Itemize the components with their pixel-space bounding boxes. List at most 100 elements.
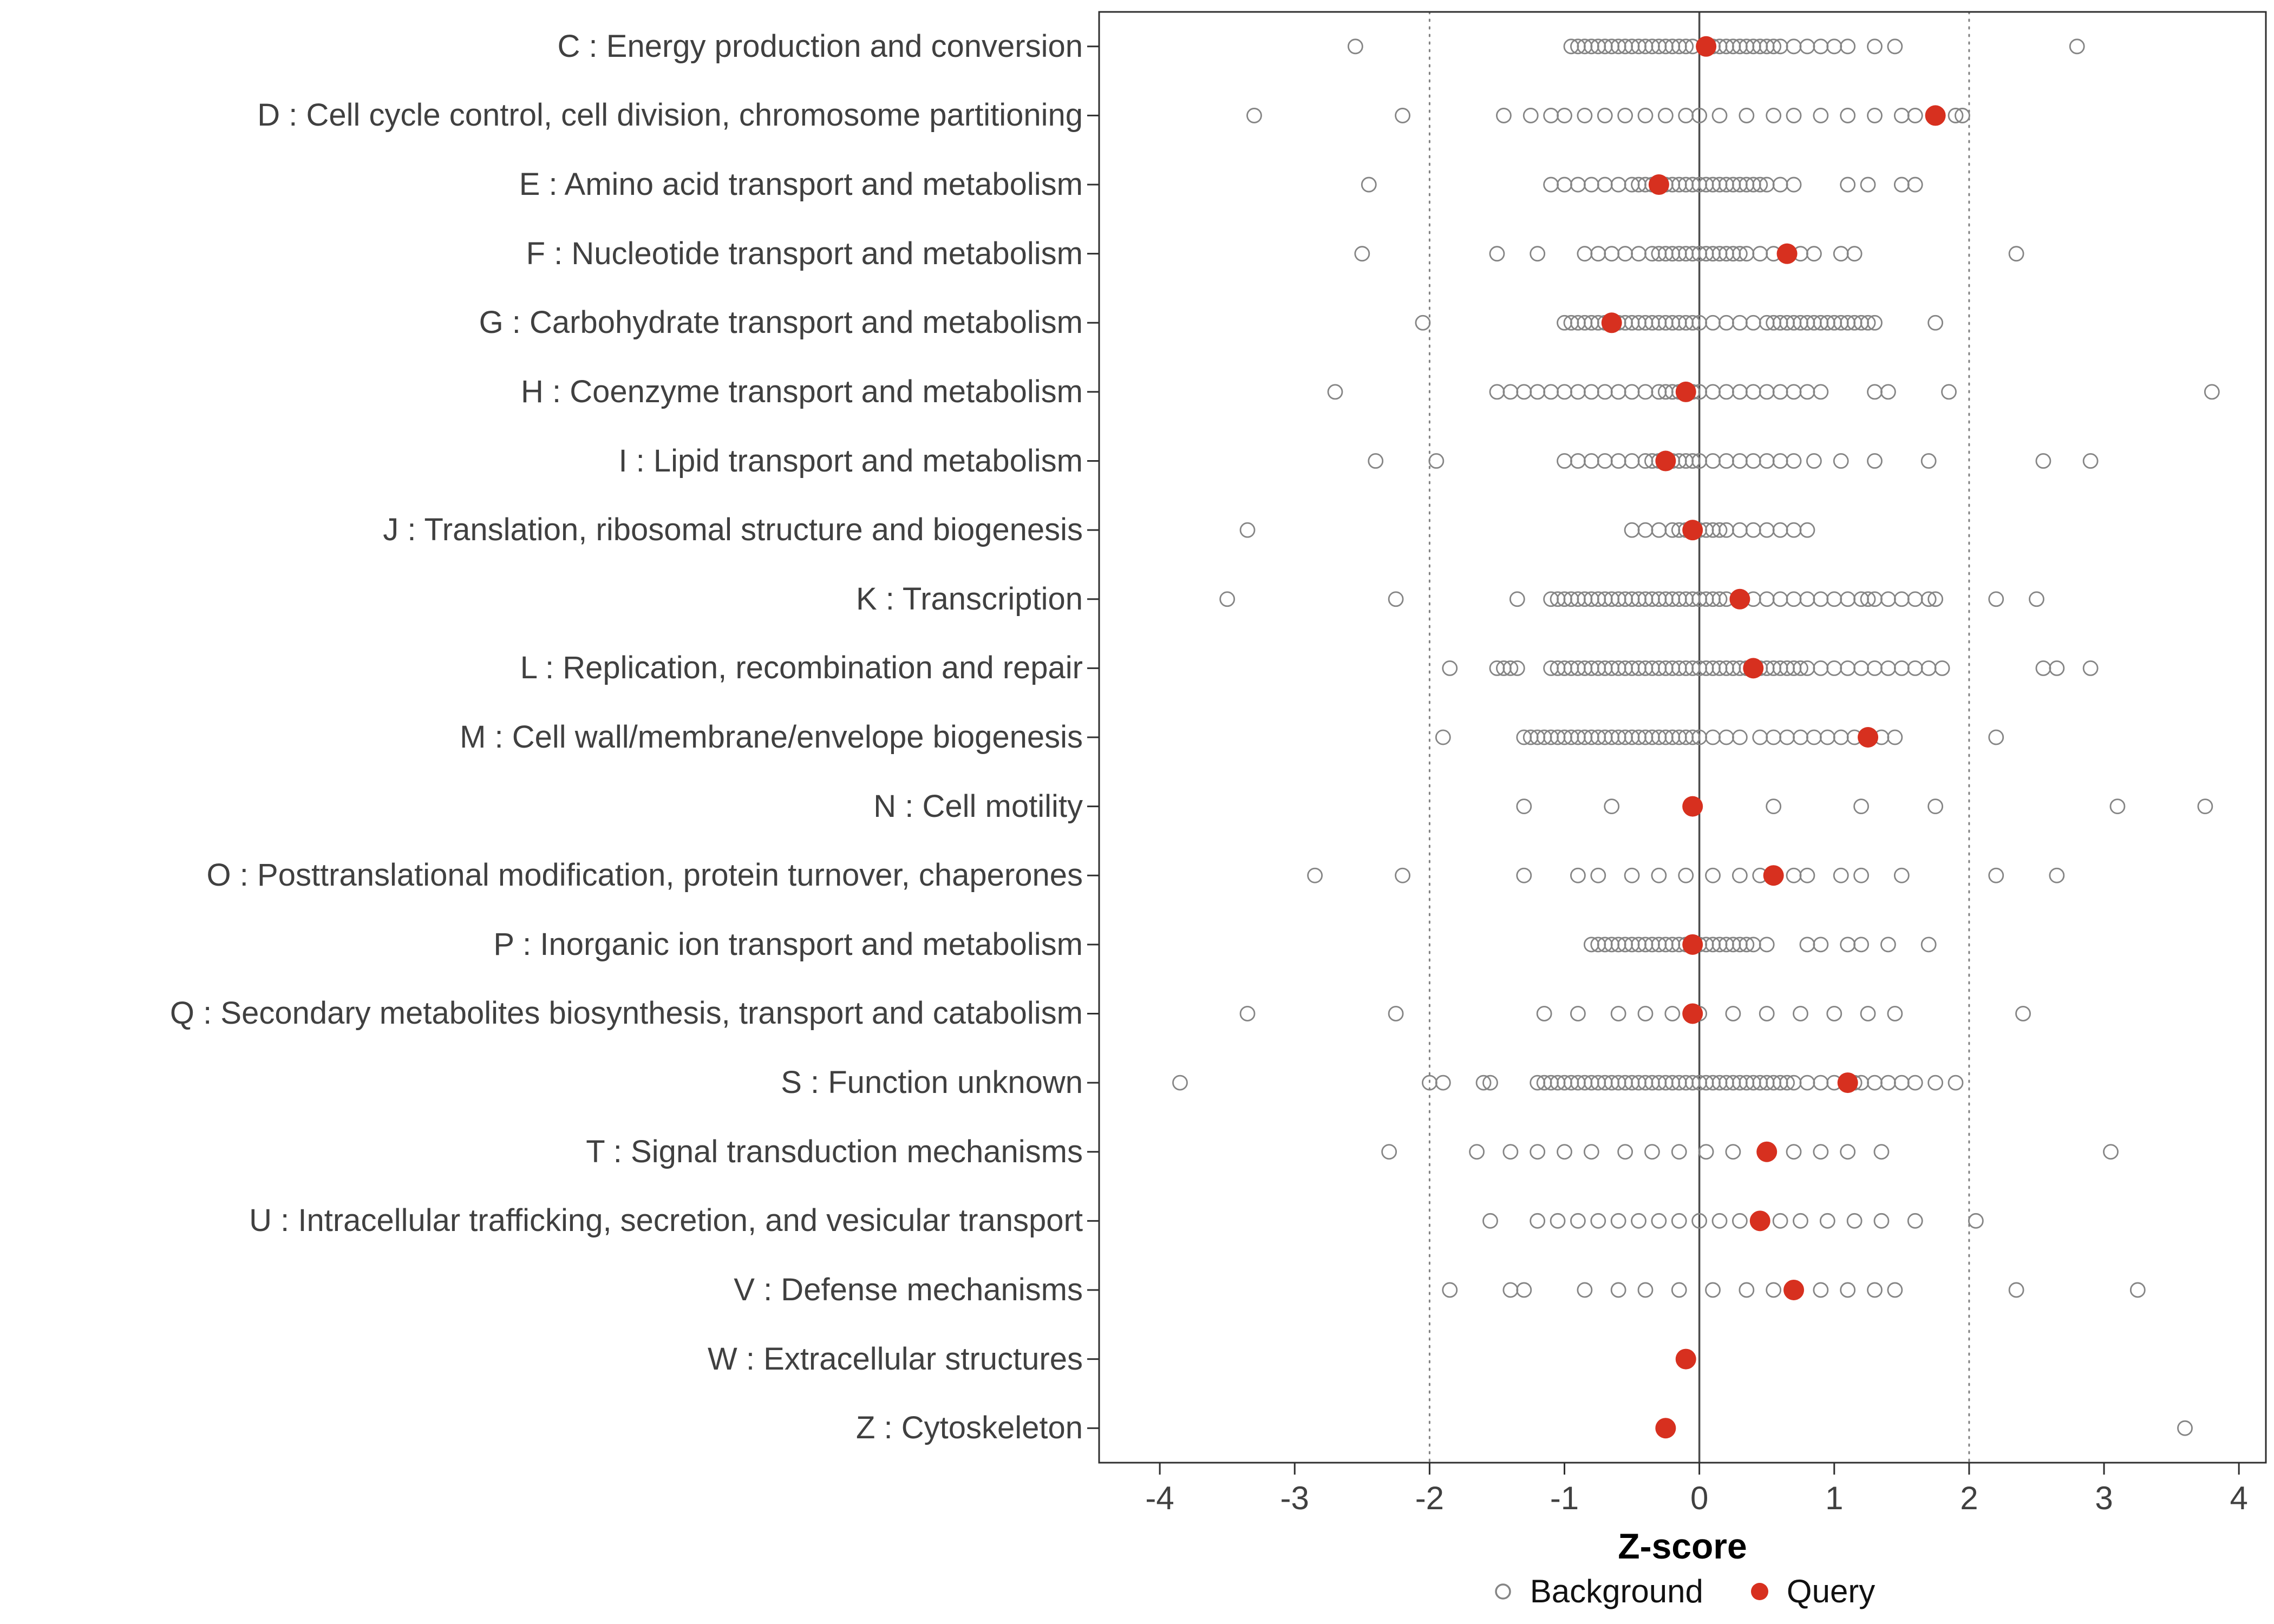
background-point: [1948, 108, 1964, 123]
background-point: [1833, 729, 1849, 745]
background-point: [1583, 176, 1599, 193]
background-point: [2008, 246, 2024, 262]
background-point: [1826, 1006, 1842, 1021]
background-point: [1887, 1006, 1903, 1021]
background-point: [2204, 384, 2220, 400]
background-point: [1873, 1213, 1890, 1229]
category-label: O : Posttranslational modification, prot…: [206, 857, 1083, 893]
background-point: [1705, 867, 1721, 883]
background-point: [1725, 1006, 1741, 1021]
background-point: [1813, 937, 1829, 953]
background-point: [1867, 660, 1883, 676]
background-point: [2015, 1006, 2031, 1021]
background-point: [1813, 591, 1829, 607]
background-point: [1840, 38, 1856, 55]
query-point: [1682, 796, 1703, 817]
x-tick-label: -4: [1145, 1480, 1174, 1516]
background-point: [1577, 108, 1593, 123]
background-point: [1853, 660, 1870, 676]
background-point: [1826, 660, 1842, 676]
background-point: [1880, 591, 1896, 607]
background-point: [1799, 384, 1815, 400]
background-point: [1509, 591, 1525, 607]
legend-item-background: Background: [1490, 1573, 1703, 1610]
background-point: [2049, 660, 2065, 676]
background-point: [1846, 1213, 1863, 1229]
background-point: [1793, 660, 1808, 676]
background-point: [1786, 108, 1802, 123]
query-point: [1783, 1279, 1805, 1300]
background-point: [1395, 867, 1410, 883]
background-point: [1509, 660, 1525, 676]
category-label: J : Translation, ribosomal structure and…: [383, 512, 1083, 548]
query-point: [1756, 1141, 1778, 1162]
background-point: [1718, 315, 1734, 331]
background-point: [1557, 453, 1572, 469]
background-point: [2049, 867, 2065, 883]
background-point: [1766, 108, 1782, 123]
background-point: [1759, 1006, 1775, 1021]
background-point: [1604, 246, 1620, 262]
background-point: [1617, 108, 1633, 123]
background-point: [1307, 867, 1323, 883]
background-point: [1388, 1006, 1404, 1021]
background-point: [1610, 384, 1626, 400]
query-point: [1601, 312, 1622, 333]
query-point: [1743, 658, 1764, 679]
background-point: [1786, 1144, 1802, 1160]
category-label: L : Replication, recombination and repai…: [520, 650, 1083, 686]
background-point: [2029, 591, 2044, 607]
background-point: [1833, 246, 1849, 262]
background-point: [1705, 453, 1721, 469]
background-point: [1813, 38, 1829, 55]
background-point: [1698, 1144, 1714, 1160]
background-point: [1968, 1213, 1984, 1229]
background-point: [1745, 315, 1761, 331]
query-point: [1648, 174, 1669, 195]
background-point: [1893, 108, 1910, 123]
background-point: [1752, 176, 1768, 193]
x-tick-label: -2: [1415, 1480, 1445, 1516]
background-point: [1516, 798, 1532, 815]
background-point: [1543, 108, 1559, 123]
background-point: [1475, 1075, 1492, 1091]
category-label: G : Carbohydrate transport and metabolis…: [479, 305, 1083, 340]
background-point: [1530, 384, 1546, 400]
background-point: [1239, 1006, 1256, 1021]
background-point: [1739, 1282, 1755, 1298]
background-point: [1684, 315, 1701, 331]
background-point: [1718, 453, 1734, 469]
background-point: [1813, 1144, 1829, 1160]
background-point: [1705, 1282, 1721, 1298]
category-label: W : Extracellular structures: [708, 1341, 1083, 1377]
background-point: [1482, 1075, 1498, 1091]
background-point: [1617, 1144, 1633, 1160]
background-point: [1873, 1144, 1890, 1160]
query-point: [1655, 1418, 1676, 1439]
background-point: [1840, 1144, 1856, 1160]
query-point: [1675, 1348, 1696, 1370]
background-point: [1684, 453, 1701, 469]
background-point: [1428, 453, 1445, 469]
background-point: [1819, 729, 1835, 745]
background-point: [1637, 522, 1654, 538]
background-point: [1731, 1213, 1748, 1229]
category-label: C : Energy production and conversion: [557, 28, 1083, 64]
query-point: [1749, 1210, 1770, 1232]
background-point: [1759, 591, 1775, 607]
category-label: F : Nucleotide transport and metabolism: [526, 235, 1083, 271]
background-point: [1887, 729, 1903, 745]
category-label: U : Intracellular trafficking, secretion…: [249, 1203, 1083, 1239]
category-label: S : Function unknown: [781, 1065, 1083, 1101]
background-point: [1570, 867, 1586, 883]
background-point: [1793, 729, 1808, 745]
category-label: P : Inorganic ion transport and metaboli…: [493, 926, 1083, 962]
background-point: [1799, 591, 1815, 607]
query-point: [1837, 1072, 1858, 1093]
background-point: [1590, 246, 1606, 262]
background-point: [1415, 315, 1431, 331]
background-point: [1927, 1075, 1944, 1091]
background-point: [1786, 522, 1802, 538]
background-point: [1766, 798, 1782, 815]
